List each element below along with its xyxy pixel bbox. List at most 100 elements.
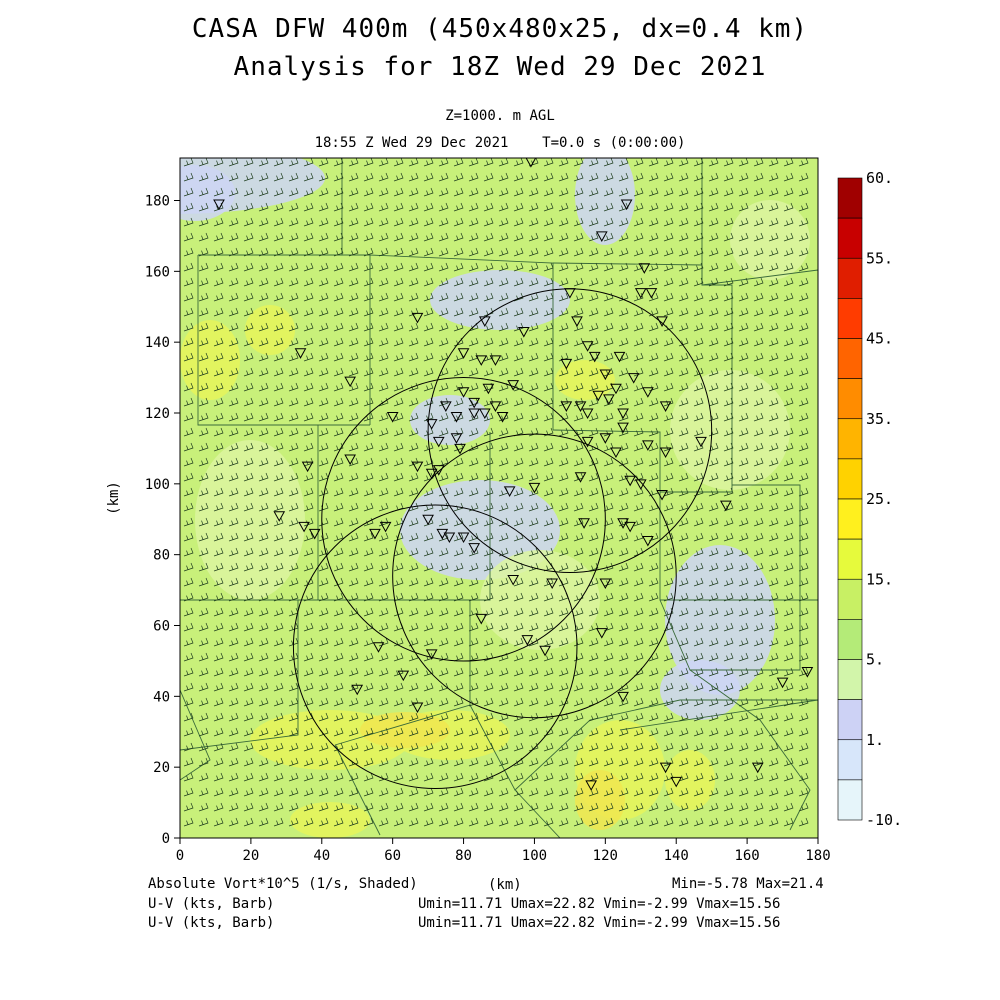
- station-marker: [642, 440, 654, 451]
- station-marker: [351, 684, 364, 696]
- station-marker: [454, 443, 466, 455]
- colorbar-label: -10.: [866, 811, 902, 829]
- station-marker: [592, 390, 605, 402]
- y-tick-label: 20: [153, 760, 170, 776]
- axes: 0 20 40 60 80 100 120 140 160 180 0 20 40 60 80 100 120 1…: [145, 194, 831, 865]
- station-marker: [599, 433, 612, 444]
- x-axis-label: (km): [488, 877, 522, 893]
- x-tick-label: 120: [593, 848, 618, 864]
- county-boundary: [659, 484, 801, 671]
- colorbar-swatch: [837, 659, 863, 700]
- station-marker: [411, 702, 424, 713]
- colorbar: 60. 55. 45. 35. 25. 15. 5. 1. -10.: [837, 169, 902, 829]
- station-marker: [599, 369, 612, 381]
- station-marker: [581, 436, 594, 448]
- station-marker: [397, 670, 410, 682]
- station-marker: [308, 528, 321, 540]
- colorbar-label: 5.: [866, 651, 884, 669]
- station-marker: [588, 351, 601, 363]
- x-tick-label: 80: [455, 848, 472, 864]
- station-marker: [656, 316, 668, 327]
- station-marker: [468, 408, 481, 420]
- colorbar-swatch: [837, 378, 863, 420]
- station-marker: [617, 422, 629, 434]
- y-tick-label: 100: [145, 477, 170, 493]
- plot-frame: [179, 157, 819, 839]
- colorbar-swatch: [837, 298, 863, 339]
- station-marker: [617, 691, 629, 703]
- colorbar-swatch: [837, 619, 863, 660]
- county-boundary: [469, 699, 818, 791]
- station-marker: [574, 401, 587, 412]
- station-marker: [475, 355, 488, 366]
- station-marker: [525, 158, 537, 168]
- colorbar-label: 25.: [866, 490, 893, 508]
- station-marker: [578, 518, 590, 529]
- station-marker: [507, 380, 520, 391]
- station-marker: [642, 387, 654, 398]
- station-marker: [457, 532, 470, 543]
- station-marker: [581, 341, 594, 352]
- station-marker: [645, 288, 658, 299]
- station-marker: [372, 642, 385, 653]
- field-patch: [670, 370, 790, 490]
- station-marker: [599, 578, 612, 590]
- station-marker: [620, 199, 633, 211]
- station-marker: [294, 348, 307, 359]
- county-boundary: [198, 254, 554, 430]
- county-boundary: [334, 744, 381, 836]
- station-marker: [581, 408, 594, 420]
- station-marker: [585, 780, 598, 791]
- wind-barbs: [183, 158, 809, 827]
- field-patch: [575, 770, 625, 830]
- colorbar-label: 55.: [866, 249, 893, 267]
- station-marker: [624, 475, 636, 487]
- station-marker: [425, 649, 438, 660]
- station-marker: [432, 465, 445, 476]
- colorbar-swatch: [837, 578, 863, 620]
- station-marker: [624, 521, 636, 533]
- colorbar-label: 45.: [866, 330, 893, 348]
- station-marker: [379, 521, 392, 533]
- county-boundary: [619, 699, 818, 731]
- station-marker: [273, 511, 286, 522]
- station-marker: [695, 436, 707, 448]
- barb-label-2: U-V (kts, Barb): [148, 915, 275, 931]
- station-marker: [574, 472, 587, 483]
- radar-ring: [321, 376, 606, 662]
- station-marker: [751, 762, 764, 774]
- colorbar-swatch: [837, 739, 863, 781]
- county-boundary: [660, 158, 733, 493]
- x-tick-label: 0: [176, 848, 184, 864]
- station-marker: [450, 433, 463, 444]
- y-axis-label: (km): [106, 481, 122, 515]
- field-patch: [575, 158, 635, 245]
- colorbar-swatch: [837, 538, 863, 580]
- x-tick-label: 160: [734, 848, 759, 864]
- time-label: 18:55 Z Wed 29 Dec 2021 T=0.0 s (0:00:00…: [314, 135, 686, 151]
- colorbar-swatch: [837, 699, 863, 741]
- vorticity-field: [180, 158, 818, 838]
- wind-barb-field: [183, 158, 809, 827]
- station-marker: [478, 316, 491, 327]
- station-marker: [344, 454, 356, 466]
- station-marker: [571, 316, 583, 327]
- county-boundary: [180, 689, 211, 781]
- station-marker: [301, 461, 314, 473]
- x-tick-label: 60: [384, 848, 401, 864]
- station-marker: [528, 482, 541, 494]
- field-patch: [430, 270, 570, 330]
- y-tick-label: 180: [145, 194, 170, 210]
- station-marker: [468, 397, 481, 409]
- station-marker: [425, 419, 438, 430]
- field-patch: [555, 360, 615, 400]
- station-marker: [411, 461, 424, 473]
- county-boundary: [514, 789, 561, 838]
- colorbar-swatch: [837, 779, 863, 821]
- station-marker: [213, 199, 225, 211]
- field-patch: [360, 712, 450, 748]
- radar-ring: [292, 504, 578, 790]
- station-marker: [659, 401, 672, 412]
- station-marker: [659, 762, 672, 774]
